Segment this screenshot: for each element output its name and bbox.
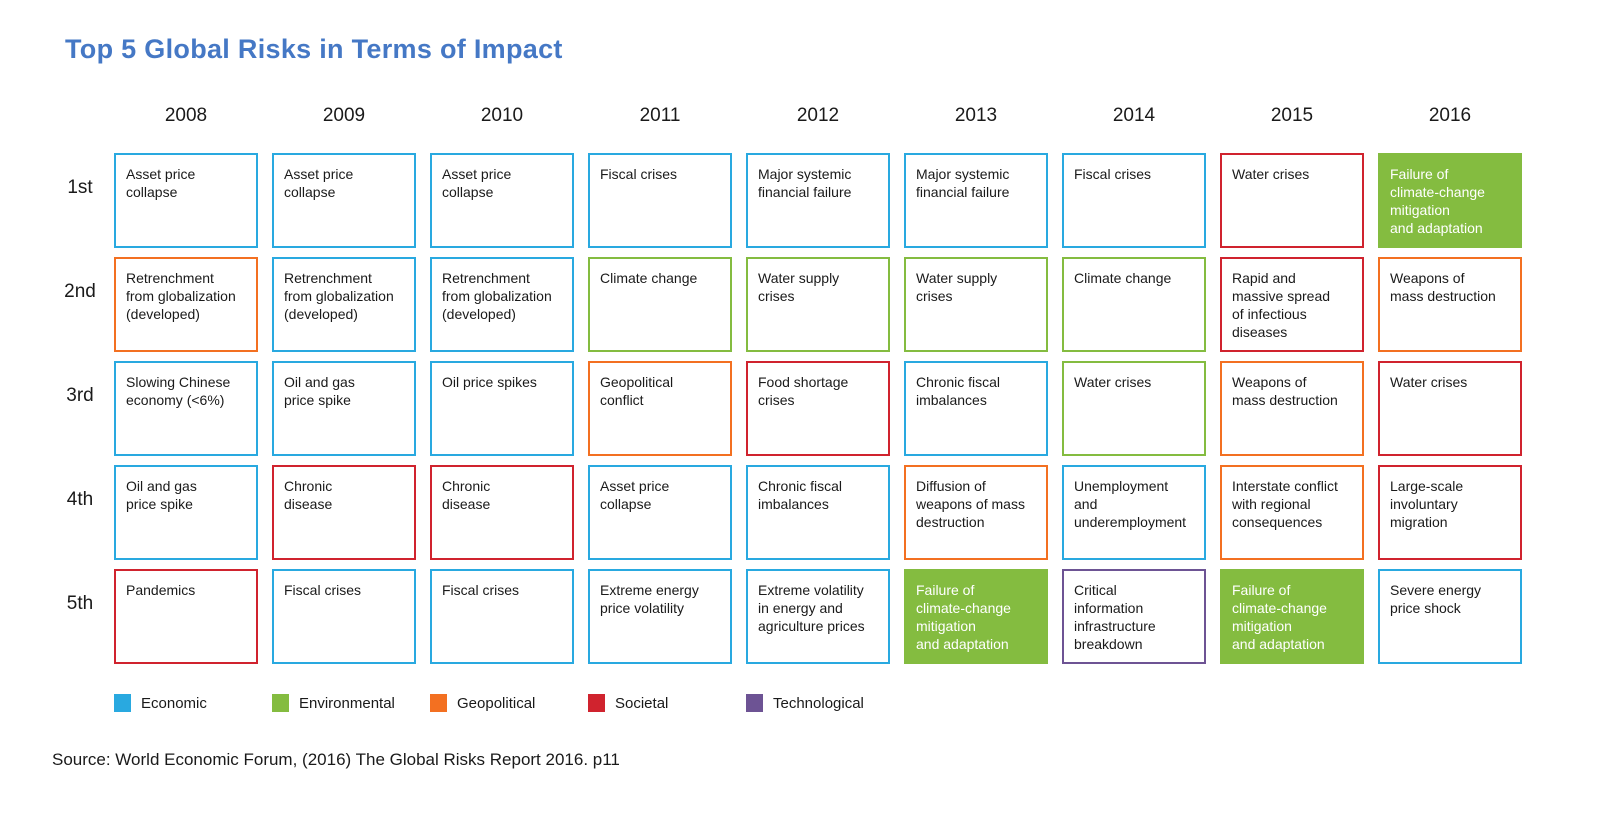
risk-cell-2014-1st: Fiscal crises <box>1062 153 1206 248</box>
risk-cell-2013-1st: Major systemic financial failure <box>904 153 1048 248</box>
risk-cell-2013-3rd: Chronic fiscal imbalances <box>904 361 1048 456</box>
risk-cell-2011-1st: Fiscal crises <box>588 153 732 248</box>
risk-cell-2014-5th: Critical information infrastructure brea… <box>1062 569 1206 664</box>
risk-cell-2013-5th: Failure of climate-change mitigation and… <box>904 569 1048 664</box>
year-label-2014: 2014 <box>1112 105 1156 126</box>
risk-cell-2010-4th: Chronic disease <box>430 465 574 560</box>
legend-swatch-technological-icon <box>746 694 763 712</box>
rank-label-1st: 1st <box>67 177 93 198</box>
risk-cell-2015-4th: Interstate conflict with regional conseq… <box>1220 465 1364 560</box>
risk-cell-2009-4th: Chronic disease <box>272 465 416 560</box>
risk-cell-2009-1st: Asset price collapse <box>272 153 416 248</box>
year-label-2011: 2011 <box>639 105 681 126</box>
year-label-2009: 2009 <box>322 105 366 126</box>
legend-item-technological: Technological <box>746 694 904 712</box>
category-legend: Economic Environmental Geopolitical Societa… <box>114 694 904 712</box>
risk-cell-2012-3rd: Food shortage crises <box>746 361 890 456</box>
risk-cell-2008-1st: Asset price collapse <box>114 153 258 248</box>
rank-label-4th: 4th <box>66 489 94 510</box>
risk-cell-2016-4th: Large-scale involuntary migration <box>1378 465 1522 560</box>
legend-label-societal: Societal <box>615 694 669 712</box>
legend-swatch-societal-icon <box>588 694 605 712</box>
legend-label-geopolitical: Geopolitical <box>457 694 536 712</box>
risk-cell-2016-3rd: Water crises <box>1378 361 1522 456</box>
risk-cell-2008-4th: Oil and gas price spike <box>114 465 258 560</box>
legend-item-environmental: Environmental <box>272 694 430 712</box>
risk-cell-2008-5th: Pandemics <box>114 569 258 664</box>
risk-cell-2010-1st: Asset price collapse <box>430 153 574 248</box>
legend-label-environmental: Environmental <box>299 694 395 712</box>
rank-label-5th: 5th <box>66 593 94 614</box>
risk-cell-2010-5th: Fiscal crises <box>430 569 574 664</box>
year-label-2015: 2015 <box>1270 105 1314 126</box>
risk-cell-2015-2nd: Rapid and massive spread of infectious d… <box>1220 257 1364 352</box>
legend-label-economic: Economic <box>141 694 207 712</box>
source-citation: Source: World Economic Forum, (2016) The… <box>52 750 620 769</box>
legend-item-geopolitical: Geopolitical <box>430 694 588 712</box>
legend-item-economic: Economic <box>114 694 272 712</box>
year-label-2008: 2008 <box>164 105 208 126</box>
risk-cell-2012-4th: Chronic fiscal imbalances <box>746 465 890 560</box>
risk-cell-2014-3rd: Water crises <box>1062 361 1206 456</box>
risk-cell-2015-1st: Water crises <box>1220 153 1364 248</box>
legend-swatch-economic-icon <box>114 694 131 712</box>
rank-label-2nd: 2nd <box>64 281 96 302</box>
risk-cell-2013-2nd: Water supply crises <box>904 257 1048 352</box>
risk-cell-2010-3rd: Oil price spikes <box>430 361 574 456</box>
page-title: Top 5 Global Risks in Terms of Impact <box>65 34 563 64</box>
risk-cell-2012-5th: Extreme volatility in energy and agricul… <box>746 569 890 664</box>
risk-cell-2014-4th: Unemployment and underemployment <box>1062 465 1206 560</box>
risk-matrix: 2008 2009 2010 2011 2012 2013 2014 2015 2016 1st A… <box>60 100 1522 664</box>
risk-cell-2009-3rd: Oil and gas price spike <box>272 361 416 456</box>
risk-cell-2015-3rd: Weapons of mass destruction <box>1220 361 1364 456</box>
legend-swatch-environmental-icon <box>272 694 289 712</box>
risk-cell-2011-3rd: Geopolitical conflict <box>588 361 732 456</box>
legend-item-societal: Societal <box>588 694 746 712</box>
year-label-2013: 2013 <box>954 105 998 126</box>
risk-cell-2014-2nd: Climate change <box>1062 257 1206 352</box>
risk-cell-2011-2nd: Climate change <box>588 257 732 352</box>
rank-label-3rd: 3rd <box>66 385 94 406</box>
risk-cell-2015-5th: Failure of climate-change mitigation and… <box>1220 569 1364 664</box>
legend-swatch-geopolitical-icon <box>430 694 447 712</box>
risk-cell-2016-2nd: Weapons of mass destruction <box>1378 257 1522 352</box>
risk-cell-2012-2nd: Water supply crises <box>746 257 890 352</box>
year-label-2016: 2016 <box>1428 105 1472 126</box>
risk-cell-2009-2nd: Retrenchment from globalization (develop… <box>272 257 416 352</box>
risk-cell-2016-5th: Severe energy price shock <box>1378 569 1522 664</box>
risk-cell-2016-1st: Failure of climate-change mitigation and… <box>1378 153 1522 248</box>
risk-cell-2008-2nd: Retrenchment from globalization (develop… <box>114 257 258 352</box>
year-label-2012: 2012 <box>796 105 840 126</box>
risk-cell-2010-2nd: Retrenchment from globalization (develop… <box>430 257 574 352</box>
risk-cell-2011-4th: Asset price collapse <box>588 465 732 560</box>
risk-cell-2013-4th: Diffusion of weapons of mass destruction <box>904 465 1048 560</box>
corner-spacer <box>60 100 100 144</box>
legend-label-technological: Technological <box>773 694 864 712</box>
risk-cell-2009-5th: Fiscal crises <box>272 569 416 664</box>
year-label-2010: 2010 <box>480 105 524 126</box>
risk-cell-2008-3rd: Slowing Chinese economy (<6%) <box>114 361 258 456</box>
risk-cell-2011-5th: Extreme energy price volatility <box>588 569 732 664</box>
risk-cell-2012-1st: Major systemic financial failure <box>746 153 890 248</box>
